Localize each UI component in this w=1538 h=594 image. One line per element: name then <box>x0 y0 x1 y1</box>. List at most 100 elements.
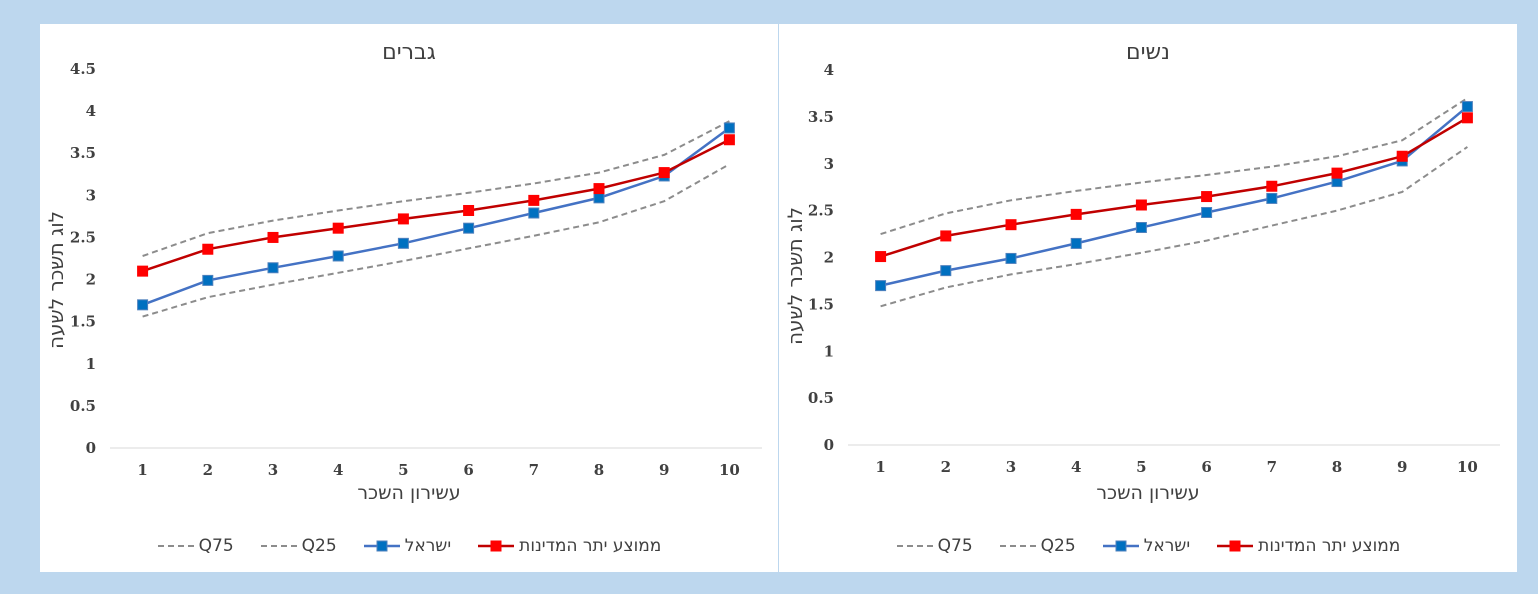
y-tick-label-women: 2 <box>824 249 834 267</box>
data-point-women-3 <box>1135 199 1147 211</box>
y-tick-label-men: 0.5 <box>70 397 96 415</box>
y-tick-label-women: 0.5 <box>808 389 834 407</box>
chart-panel-men: 0 0.5 1 1.5 2 2.5 3 3.5 4 4.5 1 2 3 4 5 6 7 8 9 10 גברים לו… <box>40 24 778 572</box>
data-point-women-2 <box>1266 192 1278 204</box>
series-line-men-1 <box>142 163 730 318</box>
data-point-men-2 <box>397 237 409 249</box>
data-point-women-2 <box>875 280 887 292</box>
legend-label-women-2: ישראל <box>1143 536 1191 556</box>
data-point-men-3 <box>267 231 279 243</box>
series-line-women-1 <box>880 146 1468 308</box>
data-point-women-2 <box>1201 207 1213 218</box>
x-tick-label-women: 6 <box>1201 458 1211 476</box>
y-tick-label-men: 3 <box>86 186 96 204</box>
legend-swatch-women-3 <box>1217 540 1254 552</box>
legend-swatch-men-1 <box>260 545 297 547</box>
y-tick-label-men: 1.5 <box>70 313 96 331</box>
data-point-women-2 <box>1005 252 1017 264</box>
chart-men-svg: 0 0.5 1 1.5 2 2.5 3 3.5 4 4.5 1 2 3 4 5 6 7 8 9 10 <box>70 60 762 479</box>
legend-item-men-3: ממוצע יתר המדינות <box>477 536 661 556</box>
data-point-women-2 <box>1135 222 1147 233</box>
data-point-men-3 <box>397 213 409 225</box>
y-tick-label-men: 1 <box>86 355 96 373</box>
data-point-men-2 <box>137 299 149 311</box>
chart-title-men: גברים <box>382 40 436 65</box>
series-line-men-3 <box>142 138 730 273</box>
data-point-women-2 <box>1070 237 1082 249</box>
legend-men: Q75 Q25 ישראל ממוצע יתר המדינות <box>40 536 778 556</box>
series-line-women-3 <box>880 116 1469 258</box>
y-tick-label-men: 2.5 <box>70 228 96 246</box>
y-tick-label-men: 0 <box>86 439 96 457</box>
data-point-women-3 <box>1461 112 1473 124</box>
x-tick-label-women: 1 <box>875 458 885 476</box>
x-tick-label-men: 9 <box>659 461 669 479</box>
legend-label-men-3: ממוצע יתר המדינות <box>519 536 662 556</box>
y-tick-label-men: 4.5 <box>70 60 96 78</box>
data-point-women-3 <box>1396 150 1408 162</box>
legend-item-women-2: ישראל <box>1102 536 1190 556</box>
x-tick-label-men: 6 <box>463 461 473 479</box>
data-point-men-3 <box>332 222 344 234</box>
data-point-women-2 <box>1461 101 1473 113</box>
legend-women: Q75 Q25 ישראל ממוצע יתר המדינות <box>779 536 1517 556</box>
data-point-women-3 <box>1201 191 1213 203</box>
chart-title-women: נשים <box>1126 40 1170 65</box>
legend-label-men-2: ישראל <box>404 536 452 556</box>
data-point-women-3 <box>1266 180 1278 192</box>
y-tick-label-women: 0 <box>824 436 834 454</box>
legend-swatch-women-0 <box>896 545 933 547</box>
data-point-women-3 <box>1070 208 1082 220</box>
legend-item-men-2: ישראל <box>363 536 451 556</box>
y-tick-label-women: 3 <box>824 155 834 173</box>
legend-item-men-0: Q75 <box>157 536 234 556</box>
series-line-men-2 <box>142 126 731 306</box>
legend-swatch-women-1 <box>999 545 1036 547</box>
chart-women-svg: 0 0.5 1 1.5 2 2.5 3 3.5 4 1 2 3 4 5 6 7 8 9 10 <box>808 61 1500 476</box>
x-axis-label-women: עשירון השכר <box>1096 482 1200 504</box>
data-point-men-3 <box>593 183 605 195</box>
x-tick-label-women: 2 <box>941 458 951 476</box>
legend-label-men-0: Q75 <box>198 536 234 556</box>
chart-panel-women: 0 0.5 1 1.5 2 2.5 3 3.5 4 1 2 3 4 5 6 7 8 9 10 נשים לוג תש… <box>779 24 1517 572</box>
data-point-men-2 <box>202 274 214 286</box>
series-line-women-2 <box>880 105 1469 287</box>
x-tick-label-men: 2 <box>203 461 213 479</box>
y-tick-label-men: 4 <box>86 102 96 120</box>
series-line-men-0 <box>142 120 730 257</box>
y-tick-label-women: 3.5 <box>808 108 834 126</box>
data-point-women-3 <box>1005 219 1017 231</box>
x-tick-label-women: 10 <box>1457 458 1478 476</box>
legend-swatch-men-0 <box>157 545 194 547</box>
data-point-men-3 <box>137 265 149 277</box>
x-tick-label-women: 4 <box>1071 458 1081 476</box>
y-tick-label-women: 1 <box>824 342 834 360</box>
data-point-men-3 <box>202 243 214 255</box>
x-tick-label-men: 3 <box>268 461 278 479</box>
legend-label-women-1: Q25 <box>1040 536 1076 556</box>
y-axis-label-men: לוג תשכר לשעה <box>44 210 69 350</box>
data-point-men-2 <box>267 262 279 274</box>
x-tick-label-women: 8 <box>1332 458 1342 476</box>
y-tick-label-women: 2.5 <box>808 202 834 220</box>
data-point-men-2 <box>463 222 475 234</box>
legend-item-women-1: Q25 <box>999 536 1076 556</box>
x-tick-label-men: 4 <box>333 461 343 479</box>
y-tick-label-women: 1.5 <box>808 295 834 313</box>
legend-label-men-1: Q25 <box>301 536 337 556</box>
x-axis-label-men: עשירון השכר <box>357 482 461 504</box>
legend-swatch-men-2 <box>363 540 400 552</box>
x-tick-label-men: 8 <box>594 461 604 479</box>
x-tick-label-women: 5 <box>1136 458 1146 476</box>
series-line-women-0 <box>880 97 1468 236</box>
x-tick-label-women: 3 <box>1006 458 1016 476</box>
legend-item-men-1: Q25 <box>260 536 337 556</box>
y-tick-label-women: 4 <box>824 61 834 79</box>
data-point-men-3 <box>463 204 475 216</box>
data-point-men-2 <box>528 207 540 219</box>
legend-label-women-3: ממוצע יתר המדינות <box>1258 536 1401 556</box>
y-tick-label-men: 2 <box>86 271 96 289</box>
data-point-men-2 <box>332 250 344 262</box>
legend-item-women-0: Q75 <box>896 536 973 556</box>
y-tick-label-men: 3.5 <box>70 144 96 162</box>
